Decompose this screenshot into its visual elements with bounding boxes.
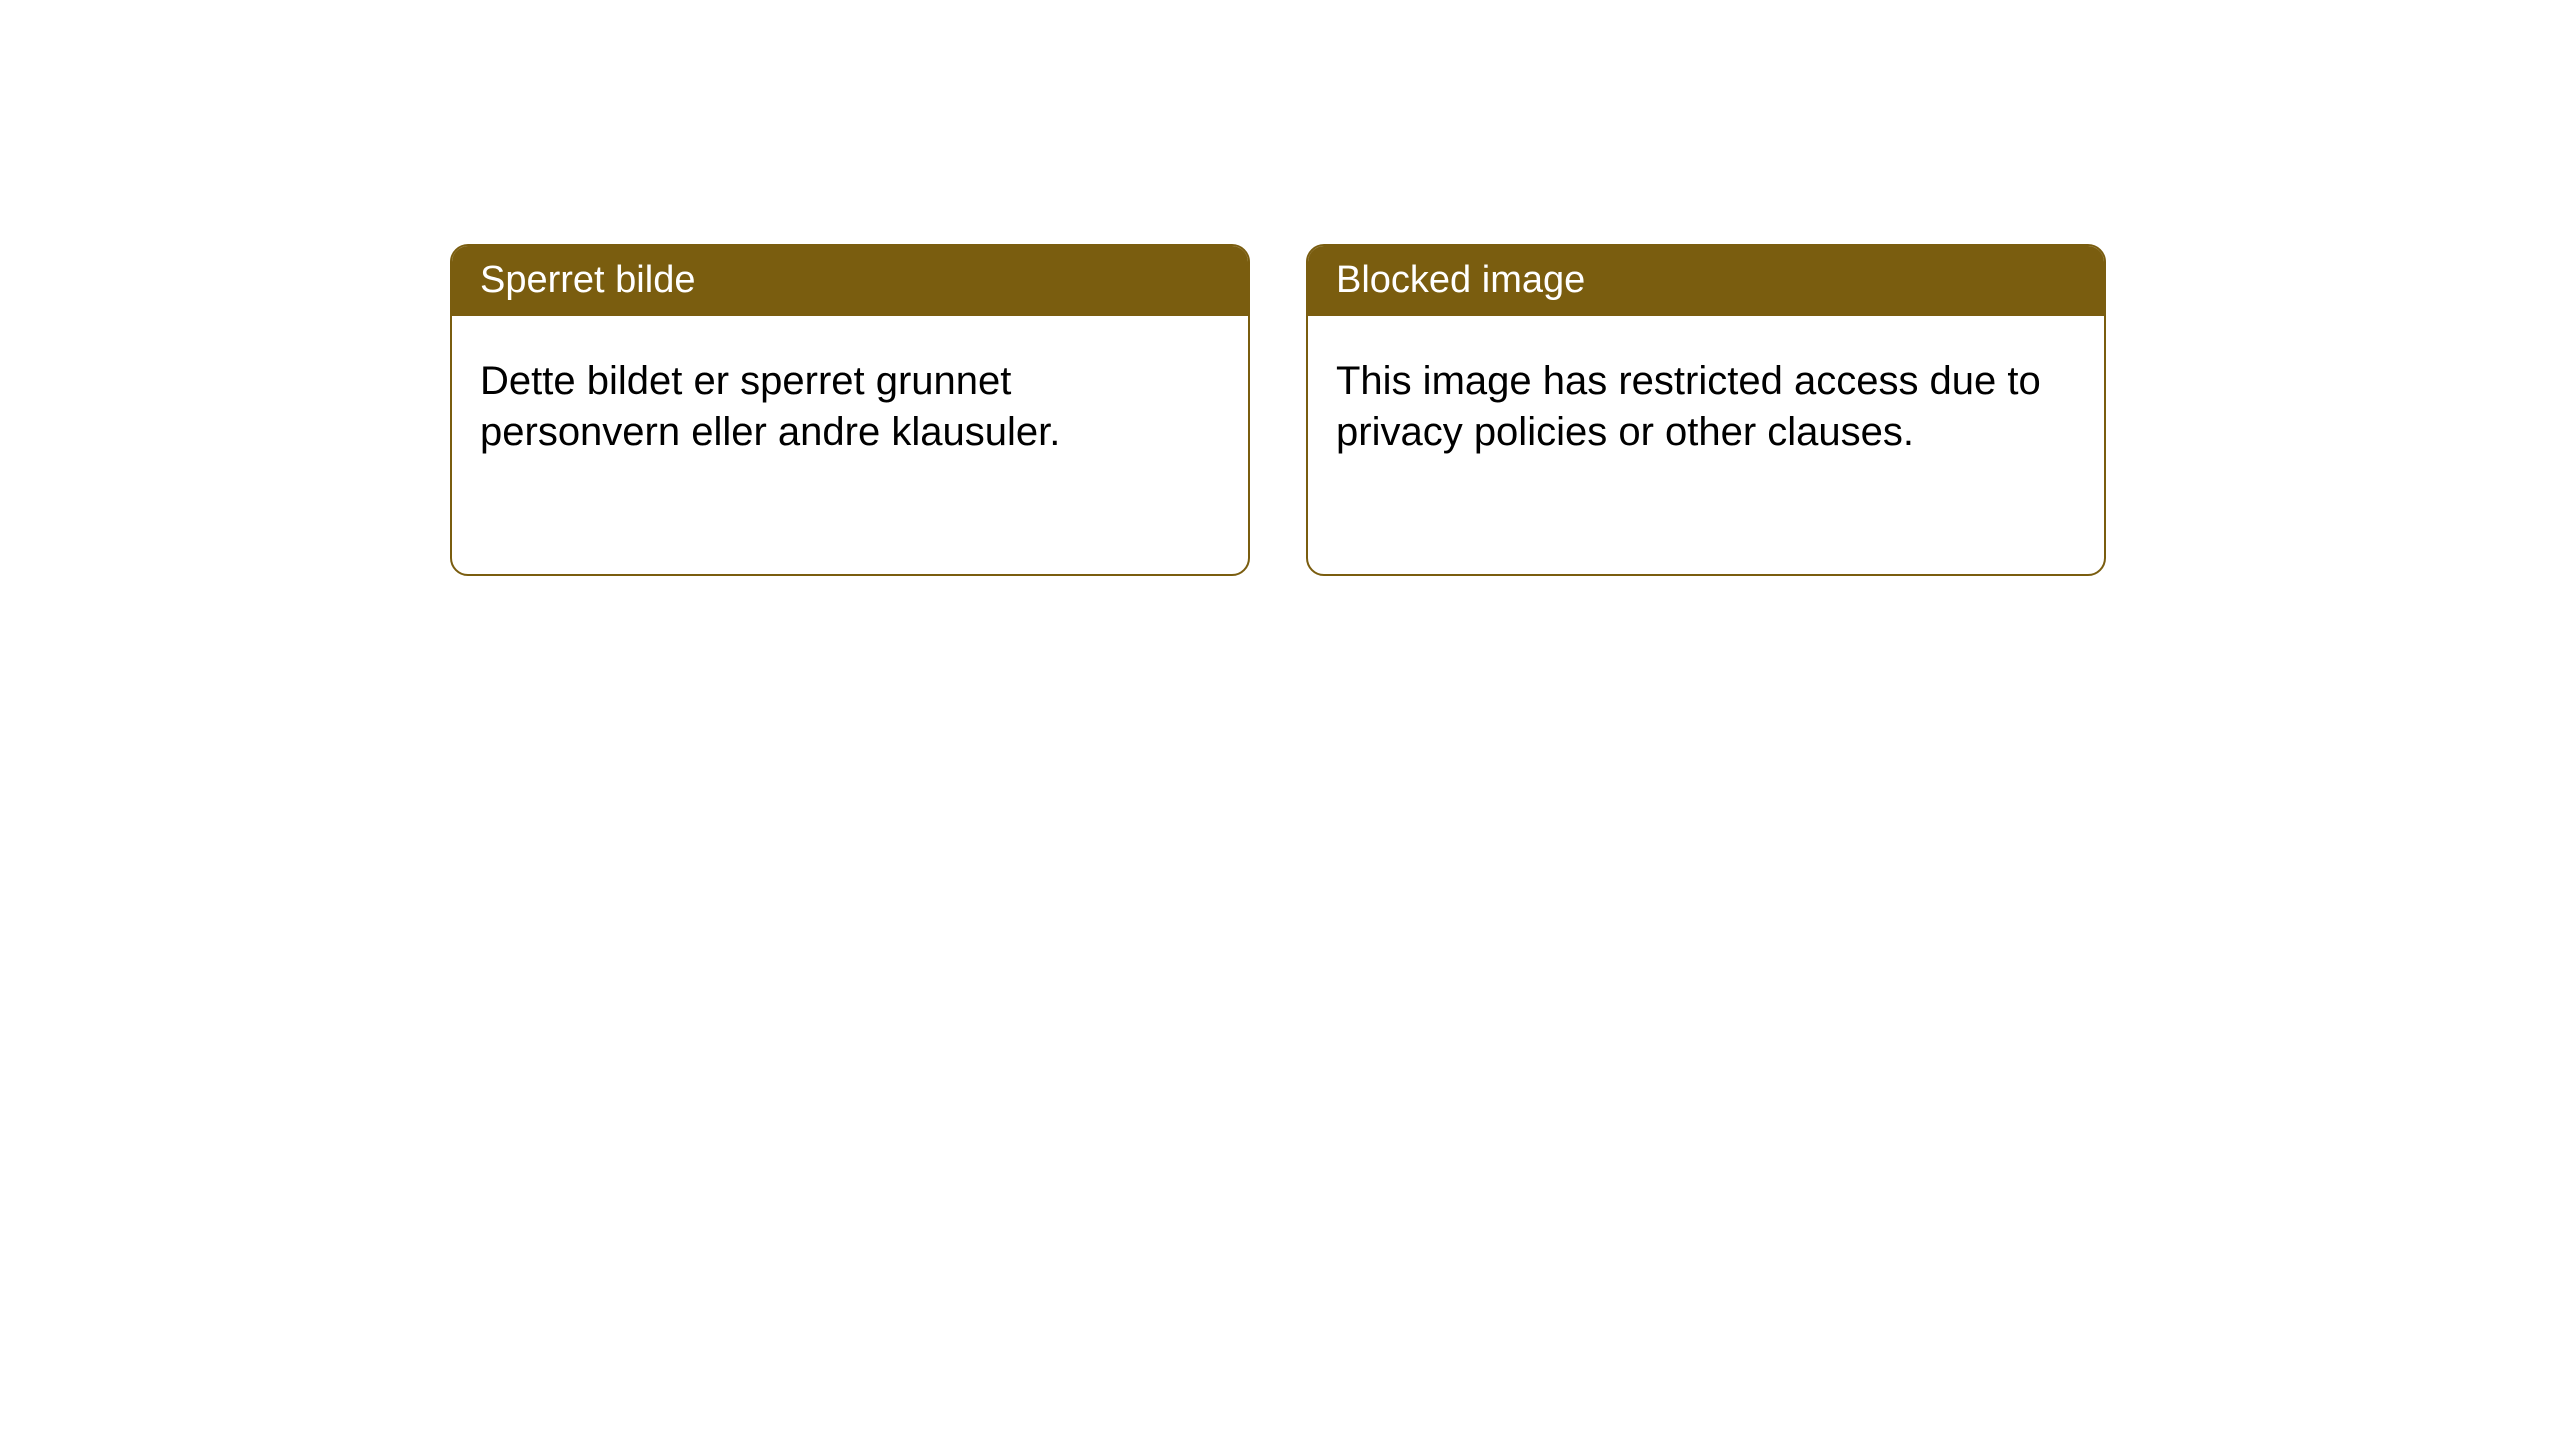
- notice-title: Blocked image: [1336, 259, 1585, 301]
- notice-title: Sperret bilde: [480, 259, 695, 301]
- notice-body-norwegian: Dette bildet er sperret grunnet personve…: [452, 316, 1248, 498]
- notice-card-norwegian: Sperret bilde Dette bildet er sperret gr…: [450, 244, 1250, 576]
- notice-message: Dette bildet er sperret grunnet personve…: [480, 359, 1060, 454]
- notice-header-norwegian: Sperret bilde: [452, 246, 1248, 316]
- notice-message: This image has restricted access due to …: [1336, 359, 2041, 454]
- notice-header-english: Blocked image: [1308, 246, 2104, 316]
- notice-container: Sperret bilde Dette bildet er sperret gr…: [0, 0, 2560, 576]
- notice-card-english: Blocked image This image has restricted …: [1306, 244, 2106, 576]
- notice-body-english: This image has restricted access due to …: [1308, 316, 2104, 498]
